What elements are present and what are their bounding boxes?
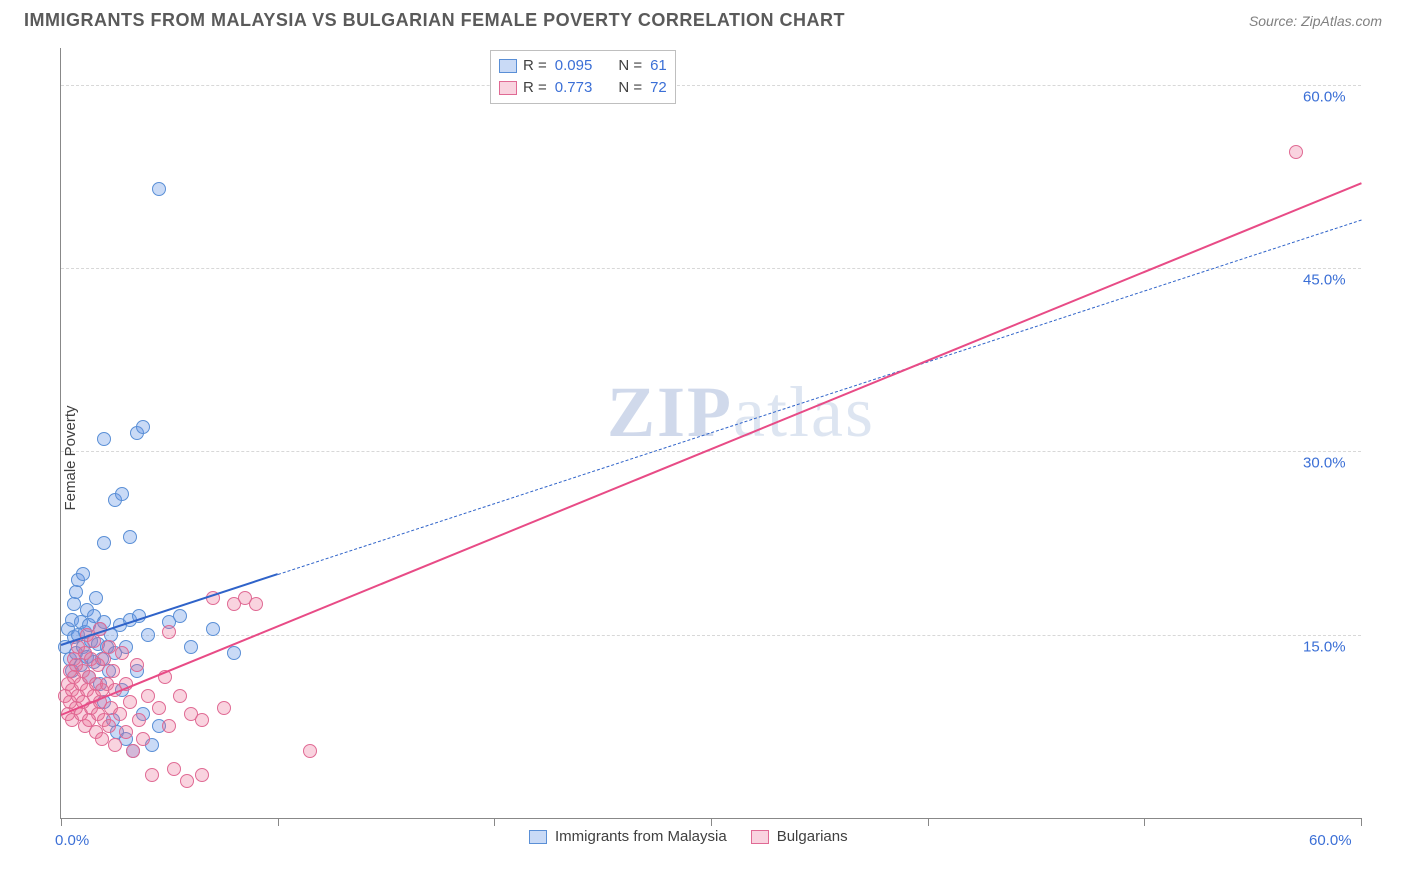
r-label: R = — [523, 55, 547, 77]
data-point — [108, 738, 122, 752]
grid-line — [61, 451, 1361, 452]
legend-swatch — [529, 830, 547, 844]
stats-legend-row: R = 0.773 N = 72 — [499, 77, 667, 99]
data-point — [249, 597, 263, 611]
data-point — [89, 591, 103, 605]
data-point — [195, 768, 209, 782]
data-point — [69, 585, 83, 599]
trend-line — [61, 183, 1362, 717]
n-label: N = — [618, 77, 642, 99]
x-tick — [494, 818, 495, 826]
data-point — [167, 762, 181, 776]
x-tick — [1144, 818, 1145, 826]
data-point — [95, 732, 109, 746]
legend-swatch — [499, 81, 517, 95]
data-point — [106, 664, 120, 678]
x-tick — [1361, 818, 1362, 826]
data-point — [97, 432, 111, 446]
series-legend: Immigrants from Malaysia Bulgarians — [529, 828, 848, 845]
legend-label: Immigrants from Malaysia — [555, 828, 727, 845]
data-point — [113, 707, 127, 721]
data-point — [102, 719, 116, 733]
data-point — [132, 713, 146, 727]
chart-container: Female Poverty 15.0%30.0%45.0%60.0%0.0%6… — [24, 48, 1382, 868]
data-point — [115, 487, 129, 501]
n-value: 61 — [650, 55, 667, 77]
data-point — [136, 420, 150, 434]
data-point — [141, 689, 155, 703]
legend-label: Bulgarians — [777, 828, 848, 845]
data-point — [152, 182, 166, 196]
data-point — [162, 625, 176, 639]
series-legend-item: Immigrants from Malaysia — [529, 828, 727, 845]
trend-line — [278, 219, 1362, 574]
data-point — [195, 713, 209, 727]
data-point — [184, 640, 198, 654]
y-tick-label: 15.0% — [1303, 638, 1346, 655]
chart-header: IMMIGRANTS FROM MALAYSIA VS BULGARIAN FE… — [0, 0, 1406, 37]
plot-area: 15.0%30.0%45.0%60.0%0.0%60.0%ZIPatlasR =… — [60, 48, 1361, 819]
data-point — [145, 768, 159, 782]
r-value: 0.095 — [555, 55, 593, 77]
grid-line — [61, 268, 1361, 269]
n-value: 72 — [650, 77, 667, 99]
x-tick — [278, 818, 279, 826]
r-value: 0.773 — [555, 77, 593, 99]
series-legend-item: Bulgarians — [751, 828, 848, 845]
data-point — [123, 530, 137, 544]
stats-legend: R = 0.095 N = 61 R = 0.773 N = 72 — [490, 50, 676, 104]
legend-swatch — [499, 59, 517, 73]
chart-title: IMMIGRANTS FROM MALAYSIA VS BULGARIAN FE… — [24, 10, 845, 31]
n-label: N = — [618, 55, 642, 77]
x-tick — [928, 818, 929, 826]
legend-swatch — [751, 830, 769, 844]
data-point — [67, 597, 81, 611]
data-point — [102, 640, 116, 654]
data-point — [303, 744, 317, 758]
stats-legend-row: R = 0.095 N = 61 — [499, 55, 667, 77]
data-point — [1289, 145, 1303, 159]
y-tick-label: 30.0% — [1303, 455, 1346, 472]
x-tick — [61, 818, 62, 826]
grid-line — [61, 85, 1361, 86]
data-point — [141, 628, 155, 642]
data-point — [173, 689, 187, 703]
watermark: ZIPatlas — [607, 371, 875, 454]
x-min-label: 0.0% — [55, 832, 89, 849]
data-point — [180, 774, 194, 788]
y-tick-label: 60.0% — [1303, 88, 1346, 105]
y-tick-label: 45.0% — [1303, 272, 1346, 289]
data-point — [115, 646, 129, 660]
data-point — [162, 719, 176, 733]
chart-source: Source: ZipAtlas.com — [1249, 13, 1382, 29]
x-max-label: 60.0% — [1309, 832, 1352, 849]
data-point — [123, 695, 137, 709]
data-point — [173, 609, 187, 623]
data-point — [227, 646, 241, 660]
data-point — [119, 725, 133, 739]
data-point — [130, 658, 144, 672]
data-point — [206, 622, 220, 636]
data-point — [126, 744, 140, 758]
x-tick — [711, 818, 712, 826]
data-point — [76, 567, 90, 581]
data-point — [97, 536, 111, 550]
data-point — [217, 701, 231, 715]
r-label: R = — [523, 77, 547, 99]
data-point — [152, 701, 166, 715]
data-point — [136, 732, 150, 746]
